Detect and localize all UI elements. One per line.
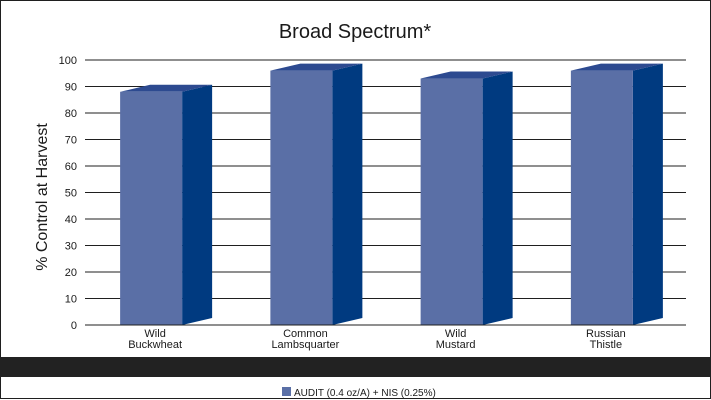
bar-top-1 [270, 63, 363, 71]
y-tick-label-80: 80 [65, 108, 77, 120]
x-category-label-3-0: Russian [586, 328, 626, 340]
bar-3 [570, 70, 633, 325]
x-category-label-0-1: Buckwheat [128, 339, 182, 351]
y-tick-label-60: 60 [65, 161, 77, 173]
y-tick-label-30: 30 [65, 241, 77, 253]
bottom-band [0, 357, 711, 377]
bar-1 [270, 70, 333, 325]
bars-layer [120, 63, 663, 325]
y-tick-label-90: 90 [65, 82, 77, 94]
x-category-label-2-0: Wild [445, 328, 466, 340]
legend-label: AUDIT (0.4 oz/A) + NIS (0.25%) [294, 388, 436, 399]
y-tick-label-20: 20 [65, 267, 77, 279]
bar-0 [120, 91, 183, 325]
x-category-label-3-1: Thistle [590, 339, 622, 351]
bar-top-2 [420, 71, 513, 79]
bar-top-3 [570, 63, 663, 71]
y-axis-ticks: 0 10 20 30 40 50 60 70 80 90 100 [59, 55, 77, 332]
bar-side-2 [482, 71, 513, 325]
chart-title: Broad Spectrum* [279, 21, 432, 43]
x-category-label-2-1: Mustard [436, 339, 476, 351]
x-category-label-1-0: Common [283, 328, 328, 340]
y-tick-label-70: 70 [65, 135, 77, 147]
legend-swatch [282, 387, 291, 396]
y-tick-label-0: 0 [71, 320, 77, 332]
y-tick-label-50: 50 [65, 188, 77, 200]
y-tick-label-10: 10 [65, 294, 77, 306]
y-tick-label-40: 40 [65, 214, 77, 226]
bar-2 [420, 78, 483, 325]
y-tick-label-100: 100 [59, 55, 77, 67]
bar-side-1 [332, 63, 363, 325]
bar-side-3 [632, 63, 663, 325]
bar-side-0 [182, 84, 213, 325]
legend: AUDIT (0.4 oz/A) + NIS (0.25%) [282, 387, 436, 399]
x-category-label-1-1: Lambsquarter [271, 339, 339, 351]
y-axis-label: % Control at Harvest [34, 123, 51, 271]
bar-top-0 [120, 84, 213, 92]
x-category-label-0-0: Wild [144, 328, 165, 340]
x-axis-categories: WildBuckwheatCommonLambsquarterWildMusta… [128, 328, 626, 351]
